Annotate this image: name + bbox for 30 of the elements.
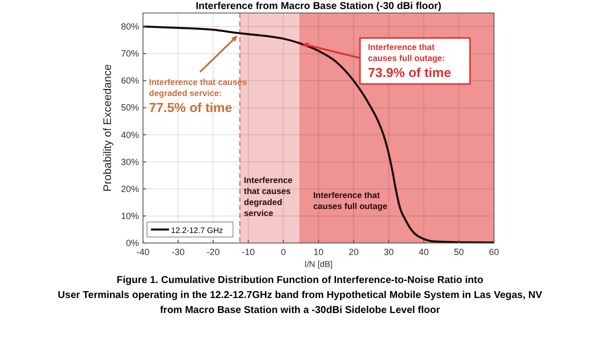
annotation: Interference that causes degraded service: 77.5% of time bbox=[149, 77, 248, 115]
x-tick-label: -40 bbox=[136, 247, 150, 257]
y-tick-label: 50% bbox=[120, 102, 139, 113]
x-tick-label: 60 bbox=[488, 247, 500, 257]
band-label: Interference that causes degraded service bbox=[244, 175, 293, 218]
line-series bbox=[142, 26, 495, 244]
caption: Figure 1. Cumulative Distribution Function of Interference-to-Noise Ratio into User Terminals operating in the 12.2-12.7GHz band from Hypothetical Mobile System in Las Vegas, NV from Macro Base Station with a -30dBi Sidelobe Level floor bbox=[58, 275, 543, 316]
y-axis-title: Probability of Exceedance bbox=[102, 64, 114, 192]
chart-title: Interference from Macro Base Station (-30 dBi floor) bbox=[196, 1, 442, 12]
y-tick-label: 20% bbox=[120, 184, 139, 194]
y-tick-label: 80% bbox=[120, 22, 139, 32]
y-tick-label: 60% bbox=[120, 76, 139, 86]
band-label: Interference that causes full outage bbox=[313, 190, 388, 211]
x-tick-label: 50 bbox=[454, 247, 464, 257]
legend-label: 12.2-12.7 GHz bbox=[171, 226, 224, 235]
x-tick-label: -20 bbox=[206, 247, 220, 257]
x-axis-title: I/N [dB] bbox=[304, 259, 333, 269]
annotation: Interference that causes full outage: 73.9% of time bbox=[368, 42, 452, 80]
y-tick-label: 70% bbox=[120, 48, 139, 59]
x-tick-label: 10 bbox=[313, 247, 324, 257]
x-tick-label: -10 bbox=[242, 247, 255, 257]
y-tick-label: 40% bbox=[120, 130, 139, 140]
x-tick-label: 20 bbox=[348, 247, 359, 257]
x-tick-label: 30 bbox=[384, 247, 394, 257]
x-tick-label: 40 bbox=[418, 247, 429, 257]
x-tick-label: -30 bbox=[172, 247, 185, 257]
x-tick-label: 0 bbox=[280, 247, 286, 257]
y-tick-label: 10% bbox=[120, 210, 139, 221]
y-tick-label: 0% bbox=[126, 238, 139, 248]
y-tick-label: 30% bbox=[120, 156, 139, 167]
